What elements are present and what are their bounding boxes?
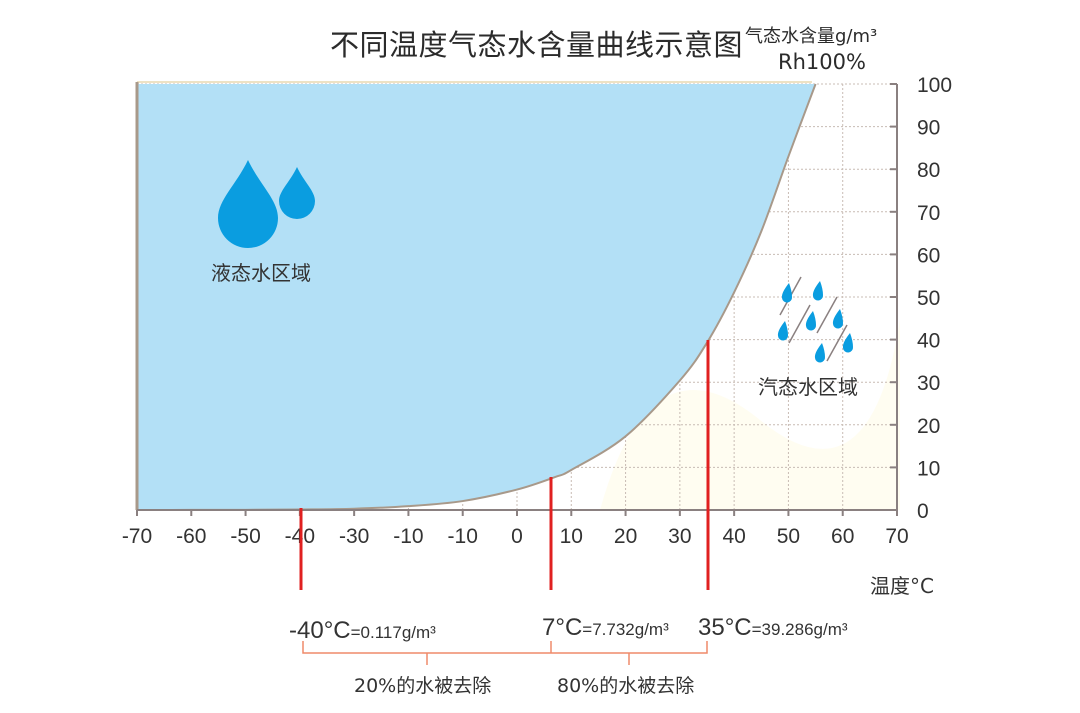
x-tick-label: 40 <box>722 525 745 548</box>
x-tick-label: 0 <box>511 525 523 548</box>
marker-2-label: 7°C=7.732g/m³ <box>542 614 669 641</box>
temperature-markers <box>299 340 710 590</box>
x-tick-label: -60 <box>176 525 206 548</box>
vapor-region-label: 汽态水区域 <box>758 375 858 399</box>
liquid-region-label: 液态水区域 <box>211 261 311 285</box>
removal-80-label: 80%的水被去除 <box>557 675 694 697</box>
y-axis-sublabel: Rh100% <box>778 50 866 74</box>
y-tick-label: 10 <box>917 457 940 480</box>
removal-20-label: 20%的水被去除 <box>354 675 491 697</box>
marker-1-label: -40°C=0.117g/m³ <box>289 617 436 644</box>
x-tick-label: 20 <box>614 525 637 548</box>
y-tick-label: 70 <box>917 202 940 225</box>
y-tick-label: 80 <box>917 159 940 182</box>
y-tick-label: 0 <box>917 500 929 523</box>
watermark <box>600 320 900 510</box>
y-tick-label: 90 <box>917 117 940 140</box>
x-tick-label: -30 <box>339 525 369 548</box>
y-tick-label: 20 <box>917 415 940 438</box>
x-tick-label: -10 <box>448 525 478 548</box>
x-tick-label: -50 <box>230 525 260 548</box>
x-tick-label: -70 <box>122 525 152 548</box>
y-tick-label: 40 <box>917 330 940 353</box>
y-tick-label: 50 <box>917 287 940 310</box>
y-tick-label: 100 <box>917 74 952 97</box>
x-tick-label: -10 <box>393 525 423 548</box>
y-axis-ticks: 0 10 20 30 40 50 60 70 80 90 100 <box>890 74 952 523</box>
x-tick-label: 50 <box>777 525 800 548</box>
x-tick-label: 60 <box>831 525 854 548</box>
x-axis-label: 温度°C <box>870 574 934 598</box>
y-axis-label: 气态水含量g/m³ <box>745 26 878 47</box>
removal-brackets <box>302 641 708 665</box>
marker-3-label: 35°C=39.286g/m³ <box>698 614 848 641</box>
x-tick-label: 10 <box>560 525 583 548</box>
liquid-drops-icon <box>218 160 315 248</box>
vapor-rain-icon <box>777 276 854 363</box>
y-tick-label: 60 <box>917 244 940 267</box>
chart-title: 不同温度气态水含量曲线示意图 <box>330 28 744 62</box>
x-tick-label: 30 <box>668 525 691 548</box>
y-tick-label: 30 <box>917 372 940 395</box>
x-tick-label: 70 <box>885 525 908 548</box>
